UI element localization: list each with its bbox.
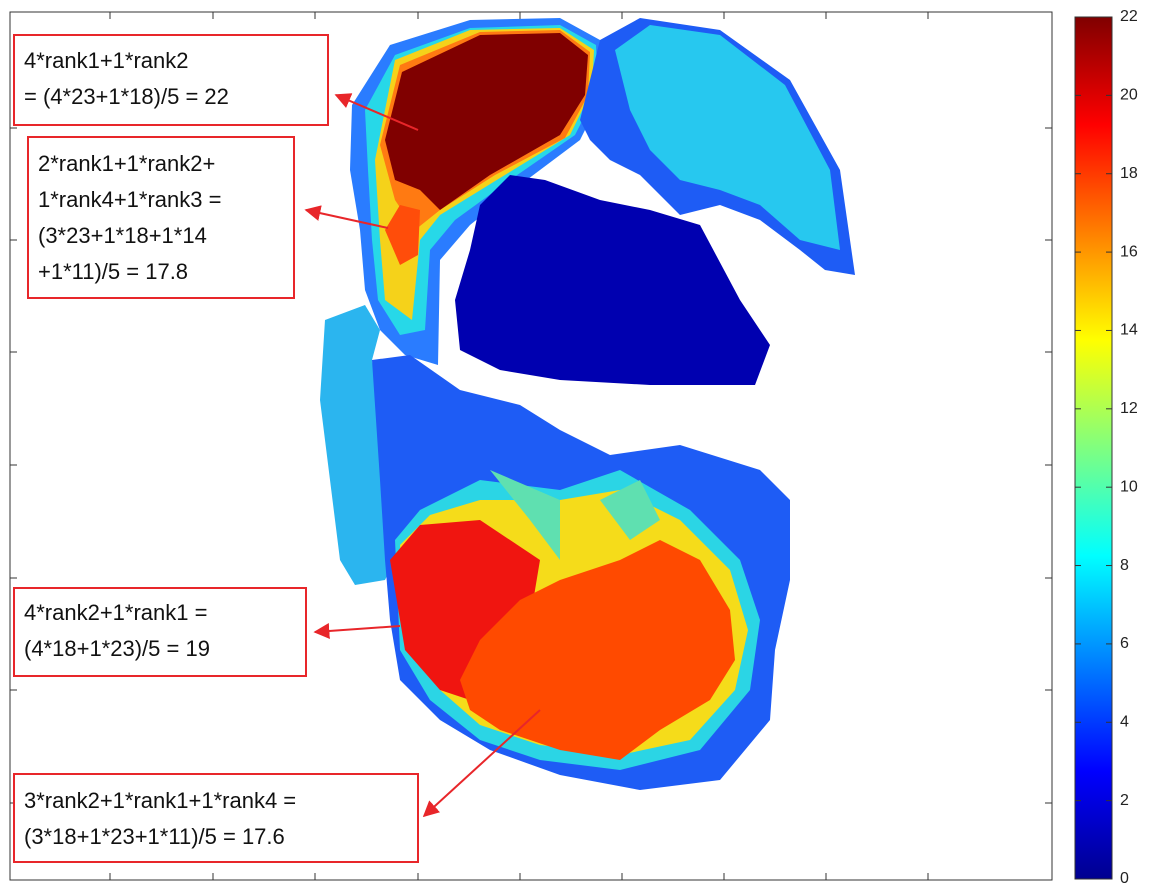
annotation-line: 4*rank1+1*rank2 <box>24 48 189 73</box>
annotation-line: (4*18+1*23)/5 = 19 <box>24 636 210 661</box>
colorbar-tick-label: 0 <box>1120 870 1129 886</box>
annotation-line: +1*11)/5 = 17.8 <box>38 259 188 284</box>
colorbar-tick-label: 8 <box>1120 557 1129 574</box>
annotation-line: 2*rank1+1*rank2+ <box>38 151 215 176</box>
figure: 4*rank1+1*rank2 = (4*23+1*18)/5 = 22 2*ran… <box>0 0 1156 886</box>
annotation-line: (3*23+1*18+1*14 <box>38 223 207 248</box>
colorbar-tick-label: 10 <box>1120 478 1138 495</box>
annotation-line: 3*rank2+1*rank1+1*rank4 = <box>24 788 296 813</box>
annotation-line: 1*rank4+1*rank3 = <box>38 187 221 212</box>
page: {"chart_data": {"type": "region-map", "a… <box>0 0 1156 891</box>
colorbar-tick-label: 18 <box>1120 165 1138 182</box>
colorbar-tick-label: 14 <box>1120 322 1138 339</box>
colorbar-tick-label: 20 <box>1120 87 1138 104</box>
annotation-line: = (4*23+1*18)/5 = 22 <box>24 84 229 109</box>
annotation-line: (3*18+1*23+1*11)/5 = 17.6 <box>24 824 285 849</box>
colorbar-tick-label: 2 <box>1120 792 1129 809</box>
colorbar-tick-label: 4 <box>1120 713 1129 730</box>
colorbar-tick-label: 6 <box>1120 635 1129 652</box>
colorbar-tick-label: 22 <box>1120 8 1138 25</box>
colorbar-tick-label: 16 <box>1120 243 1138 260</box>
colorbar-tick-label: 12 <box>1120 400 1138 417</box>
annotation-line: 4*rank2+1*rank1 = <box>24 600 207 625</box>
colorbar <box>1075 17 1112 879</box>
